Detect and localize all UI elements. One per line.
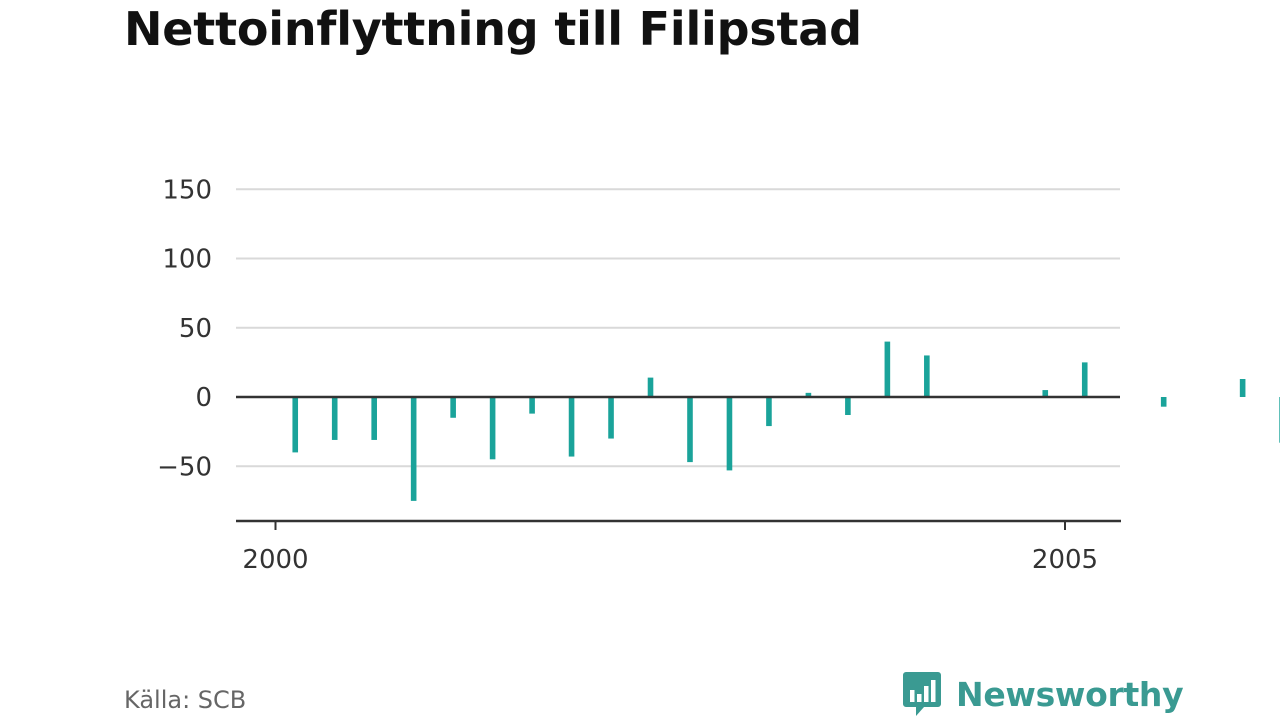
y-tick-label: −50 — [157, 452, 212, 482]
y-tick-label: 150 — [162, 175, 212, 205]
bar — [410, 397, 417, 501]
x-tick-label: 2000 — [242, 545, 308, 575]
bar — [371, 397, 377, 440]
bar — [331, 397, 338, 440]
bar — [608, 397, 614, 439]
bar-chart: −50050100150200020052010201520202025 — [157, 175, 1280, 575]
bar — [489, 397, 496, 460]
bar — [766, 397, 772, 427]
bar — [1081, 362, 1088, 398]
y-tick-label: 50 — [179, 314, 212, 344]
y-tick-label: 0 — [195, 383, 212, 413]
bar — [924, 355, 930, 397]
bar — [884, 341, 891, 397]
source-note: Källa: SCB — [124, 686, 247, 714]
bar — [1239, 379, 1246, 397]
bar — [647, 377, 654, 397]
bar — [529, 397, 535, 414]
bar — [292, 397, 299, 453]
bar — [1042, 390, 1049, 397]
grid-lines — [236, 188, 1120, 468]
bars — [292, 341, 1280, 501]
brand-logo: Newsworthy — [902, 670, 1184, 718]
newsworthy-logo-icon — [903, 672, 941, 716]
bar — [687, 397, 693, 463]
y-tick-label: 100 — [162, 245, 212, 275]
bar — [845, 397, 851, 415]
bar — [805, 392, 812, 397]
x-tick-label: 2005 — [1032, 545, 1098, 575]
brand-name: Newsworthy — [956, 674, 1184, 714]
chart-title: Nettoinflyttning till Filipstad — [124, 2, 862, 56]
bar — [568, 397, 575, 457]
bar — [1160, 397, 1167, 407]
bar — [450, 397, 456, 418]
axes: −50050100150200020052010201520202025 — [157, 175, 1121, 575]
bar — [726, 397, 733, 471]
